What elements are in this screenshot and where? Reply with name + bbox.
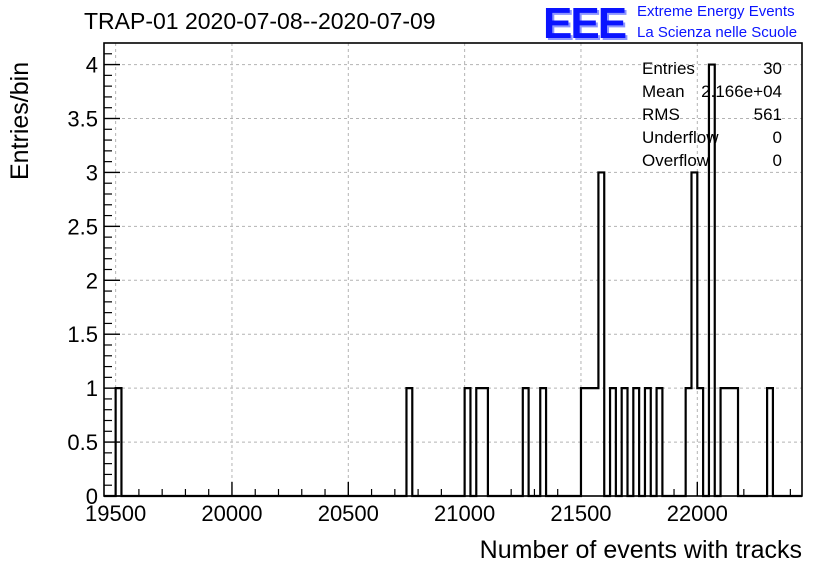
tick-label-layer: 19500 20000 20500 21000 21500 22000 0 0.5 1 1.5 2 2… xyxy=(67,53,727,526)
histogram-outline xyxy=(104,63,802,498)
stats-row-entries: Entries 30 xyxy=(642,59,782,82)
y-tick-label: 1.5 xyxy=(67,322,98,347)
x-tick-label: 20500 xyxy=(318,501,379,526)
stats-label: Overflow xyxy=(642,151,710,170)
x-tick-label: 19500 xyxy=(85,501,146,526)
logo-tagline-1: Extreme Energy Events xyxy=(637,3,795,20)
stats-label: Entries xyxy=(642,59,695,78)
y-tick-label: 2.5 xyxy=(67,214,98,239)
stats-value: 2.166e+04 xyxy=(701,82,782,101)
y-axis-title: Entries/bin xyxy=(6,61,34,180)
x-tick-label: 21500 xyxy=(550,501,611,526)
y-tick-label: 4 xyxy=(86,53,98,78)
eee-logo: EEE xyxy=(543,0,627,48)
stats-value: 30 xyxy=(763,59,782,78)
stats-label: RMS xyxy=(642,105,680,124)
stats-box: Entries 30 Mean 2.166e+04 RMS 561 Underf… xyxy=(642,59,782,174)
y-tick-label: 0 xyxy=(86,484,98,509)
grid-layer xyxy=(104,43,802,497)
stats-label: Mean xyxy=(642,82,685,101)
stats-label: Underflow xyxy=(642,128,719,147)
y-tick-label: 2 xyxy=(86,268,98,293)
y-tick-label: 0.5 xyxy=(67,430,98,455)
stats-value: 0 xyxy=(772,128,782,147)
stats-row-overflow: Overflow 0 xyxy=(642,151,782,174)
x-tick-label: 21000 xyxy=(434,501,495,526)
chart-title: TRAP-01 2020-07-08--2020-07-09 xyxy=(84,8,436,34)
tick-layer xyxy=(104,53,791,497)
stats-value: 561 xyxy=(753,105,782,124)
x-tick-label: 22000 xyxy=(667,501,728,526)
logo-tagline-2: La Scienza nelle Scuole xyxy=(637,24,798,41)
x-tick-label: 20000 xyxy=(201,501,262,526)
y-tick-label: 3 xyxy=(86,160,98,185)
stats-value: 0 xyxy=(772,151,782,170)
y-tick-label: 1 xyxy=(86,376,98,401)
y-tick-label: 3.5 xyxy=(67,107,98,132)
stats-row-rms: RMS 561 xyxy=(642,105,782,128)
x-axis-title: Number of events with tracks xyxy=(479,536,802,564)
stats-row-underflow: Underflow 0 xyxy=(642,128,782,151)
stats-row-mean: Mean 2.166e+04 xyxy=(642,82,782,105)
